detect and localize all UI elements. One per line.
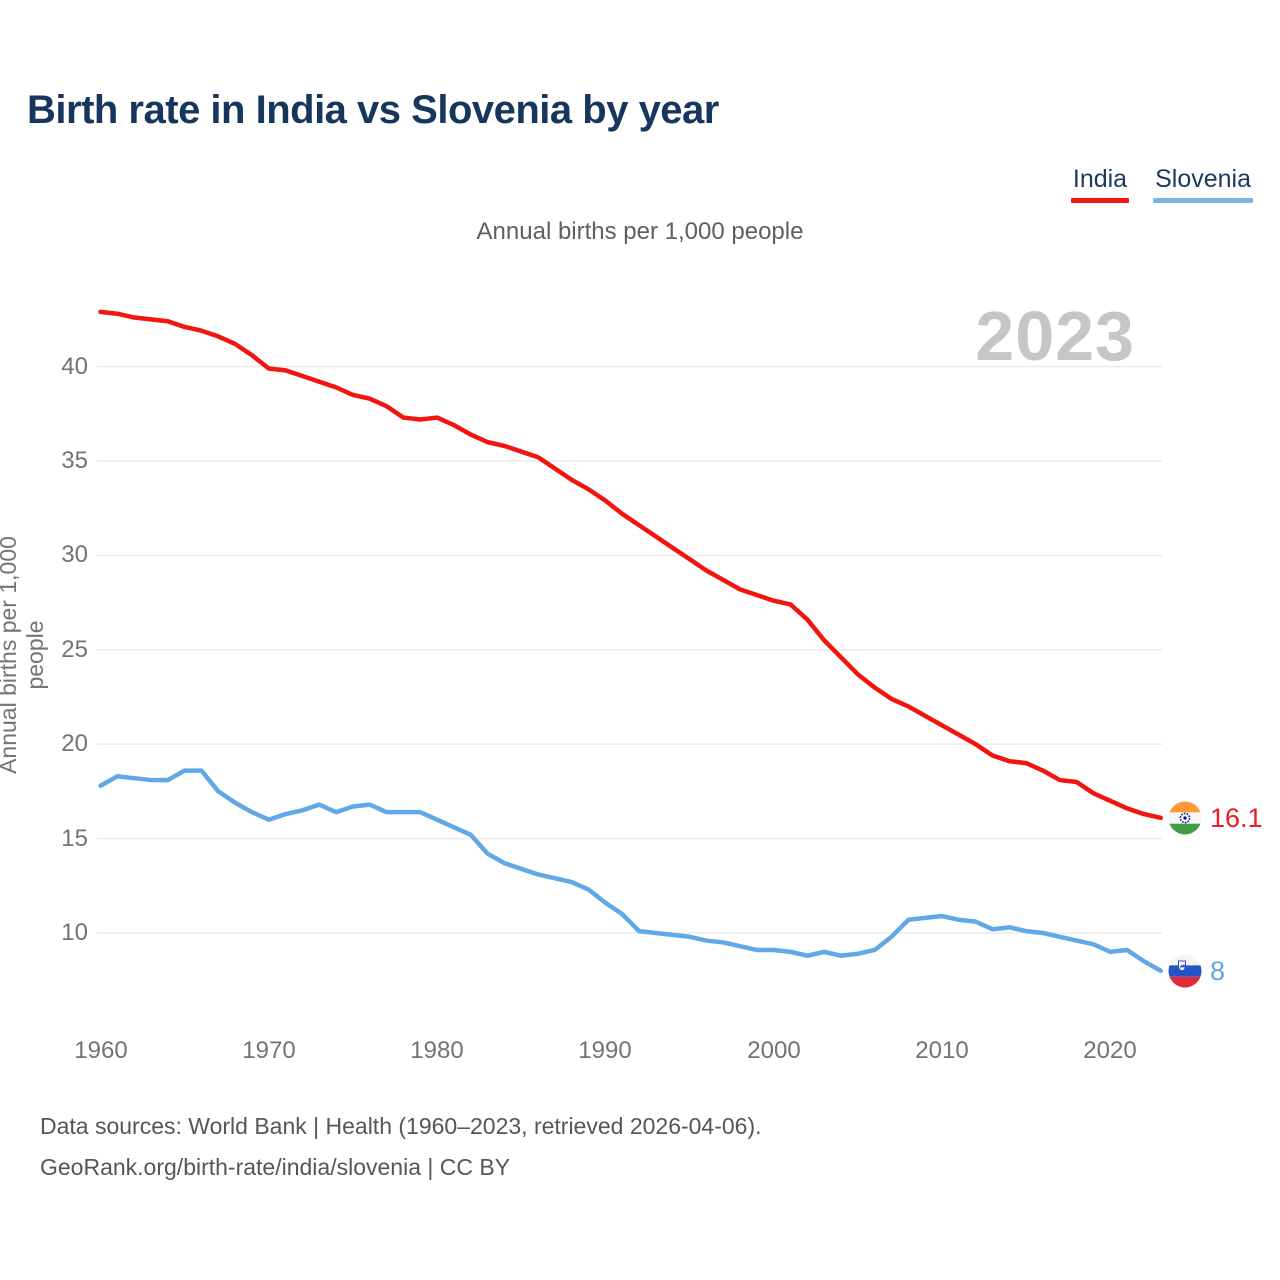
y-tick-15: 15 (61, 825, 88, 852)
x-tick-1980: 1980 (410, 1037, 464, 1064)
source-attribution: Data sources: World Bank | Health (1960–… (40, 1106, 762, 1188)
legend-swatch-india (1070, 198, 1130, 203)
watermark-year: 2023 (975, 297, 1135, 375)
legend-item-slovenia[interactable]: Slovenia (1153, 165, 1253, 203)
legend-label-slovenia: Slovenia (1155, 165, 1251, 193)
y-axis-title: Annual births per 1,000 people (0, 536, 48, 774)
slovenia-flag-icon (1168, 954, 1202, 988)
x-tick-1970: 1970 (242, 1037, 296, 1064)
y-tick-30: 30 (61, 541, 88, 568)
end-value-slovenia: 8 (1210, 955, 1226, 986)
legend: India Slovenia (1070, 165, 1253, 203)
y-tick-25: 25 (61, 636, 88, 663)
end-value-india: 16.1 (1210, 802, 1263, 833)
y-tick-35: 35 (61, 447, 88, 474)
y-tick-20: 20 (61, 730, 88, 757)
x-tick-2010: 2010 (915, 1037, 969, 1064)
legend-label-india: India (1072, 165, 1128, 193)
legend-item-india[interactable]: India (1070, 165, 1130, 203)
x-tick-2000: 2000 (747, 1037, 801, 1064)
india-flag-icon (1168, 801, 1202, 835)
series-line-slovenia (98, 768, 1164, 974)
series-end-label-india: 16.1 (1168, 800, 1263, 836)
source-line: Data sources: World Bank | Health (1960–… (40, 1113, 762, 1139)
license-line: GeoRank.org/birth-rate/india/slovenia | … (40, 1154, 511, 1180)
series-end-label-slovenia: 8 (1168, 953, 1225, 989)
x-tick-1990: 1990 (578, 1037, 632, 1064)
x-tick-2020: 2020 (1083, 1037, 1137, 1064)
y-tick-10: 10 (61, 919, 88, 946)
chart-subtitle: Annual births per 1,000 people (476, 218, 804, 245)
page-title: Birth rate in India vs Slovenia by year (27, 88, 719, 132)
x-tick-1960: 1960 (74, 1037, 128, 1064)
y-tick-40: 40 (61, 353, 88, 380)
series-line-india (98, 309, 1164, 821)
legend-swatch-slovenia (1153, 198, 1253, 203)
